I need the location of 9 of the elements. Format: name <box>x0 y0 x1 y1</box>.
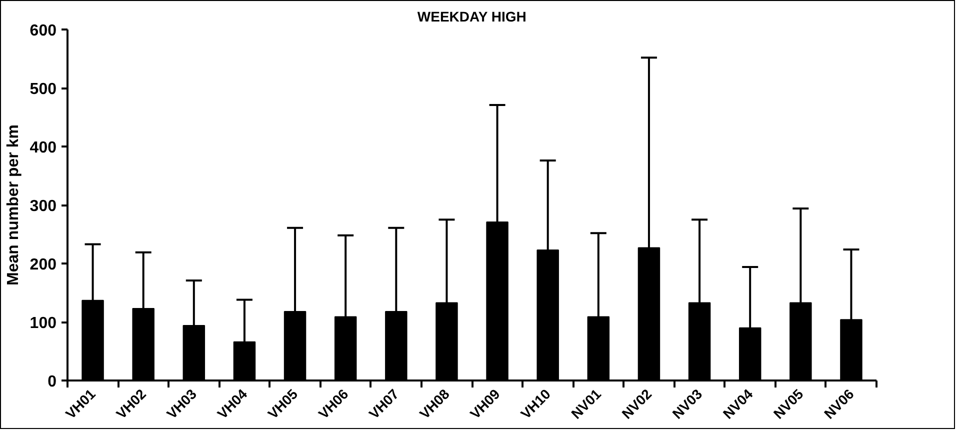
y-tick-label: 500 <box>30 81 57 98</box>
y-tick-label: 100 <box>30 315 57 332</box>
y-tick-label: 0 <box>48 374 57 390</box>
y-tick-label: 600 <box>30 22 57 40</box>
y-tick-label: 300 <box>30 198 57 215</box>
y-tick-label: 200 <box>30 256 57 274</box>
y-tick-label: 400 <box>30 140 57 156</box>
chart-title: WEEKDAY HIGH <box>417 8 526 24</box>
y-axis-title: Mean number per km <box>4 124 22 286</box>
